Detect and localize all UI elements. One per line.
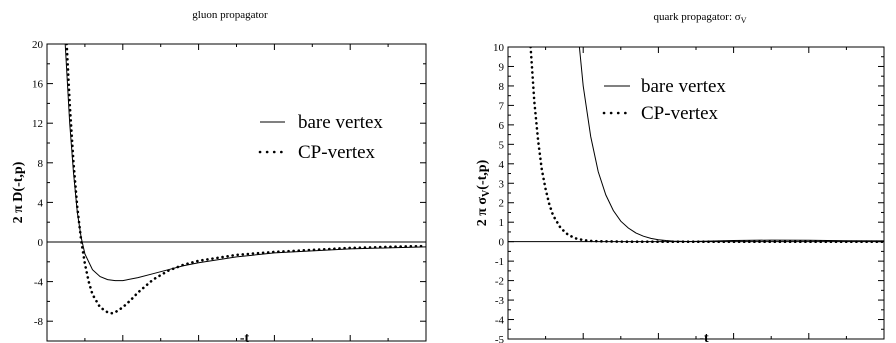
y-tick-label: 4 bbox=[38, 197, 44, 209]
y-tick-label: -3 bbox=[495, 295, 505, 307]
y-tick-label: 12 bbox=[32, 118, 43, 130]
y-axis-label: 2 π σV(-t,p) bbox=[475, 159, 492, 226]
y-tick-label: 7 bbox=[499, 100, 505, 112]
plot-frame bbox=[46, 43, 427, 342]
legend-label: bare vertex bbox=[298, 112, 383, 133]
y-tick-label: -4 bbox=[34, 277, 44, 289]
y-tick-label: 10 bbox=[493, 42, 505, 54]
series-line-cp-vertex bbox=[529, 47, 884, 243]
y-tick-label: 16 bbox=[32, 79, 44, 91]
y-tick-label: 6 bbox=[499, 120, 505, 132]
y-tick-label: -4 bbox=[495, 315, 505, 327]
y-tick-label: -1 bbox=[495, 256, 504, 268]
x-axis-label: -t bbox=[240, 331, 250, 343]
series-line-cp-vertex bbox=[65, 44, 426, 315]
chart-title: gluon propagator bbox=[192, 9, 268, 21]
legend-label: bare vertex bbox=[641, 76, 726, 97]
y-tick-label: 20 bbox=[32, 39, 44, 51]
chart-panel-2: quark propagator: σV109876543210-1-2-3-4… bbox=[475, 11, 893, 343]
y-tick-label: 8 bbox=[38, 158, 44, 170]
y-tick-label: 9 bbox=[499, 61, 505, 73]
y-tick-label: -8 bbox=[34, 316, 44, 328]
legend-label: CP-vertex bbox=[298, 142, 376, 163]
chart-panel-1: gluon propagator201612840-4-801002003004… bbox=[11, 9, 427, 343]
legend-label: CP-vertex bbox=[641, 103, 719, 124]
y-tick-label: 3 bbox=[499, 178, 505, 190]
y-tick-label: 0 bbox=[38, 237, 44, 249]
x-axis-label: -t bbox=[699, 331, 709, 343]
y-tick-label: -2 bbox=[495, 276, 504, 288]
chart-title: quark propagator: σV bbox=[654, 11, 747, 25]
y-tick-label: 4 bbox=[499, 159, 505, 171]
y-tick-label: 8 bbox=[499, 81, 505, 93]
y-tick-label: 2 bbox=[499, 198, 505, 210]
series-line-bare-vertex bbox=[578, 47, 884, 243]
y-tick-label: 1 bbox=[499, 217, 505, 229]
y-axis-label: 2 π D(-t,p) bbox=[11, 161, 26, 223]
y-tick-label: 0 bbox=[499, 237, 505, 249]
y-tick-label: -5 bbox=[495, 334, 505, 343]
y-tick-label: 5 bbox=[499, 139, 505, 151]
